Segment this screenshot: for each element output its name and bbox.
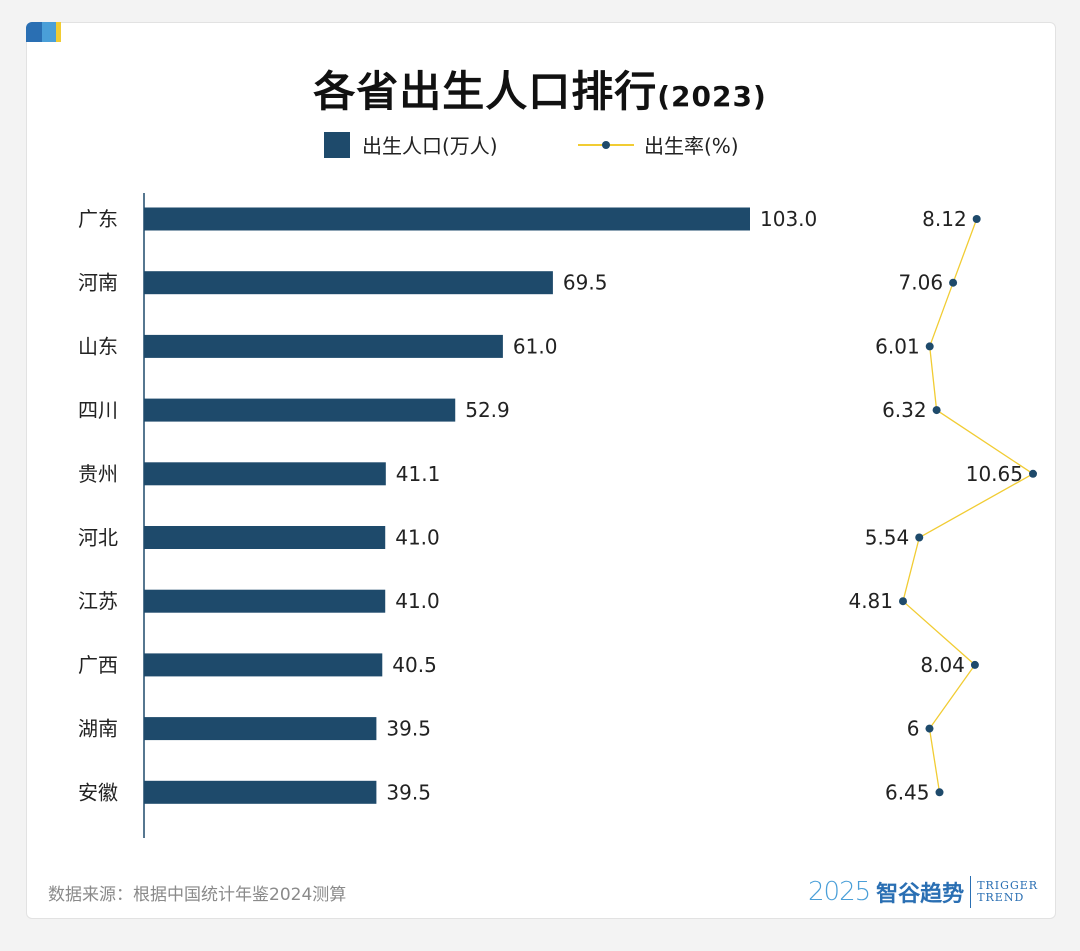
bar-value-label: 61.0 bbox=[513, 334, 558, 358]
bar bbox=[144, 334, 503, 358]
category-label: 四川 bbox=[78, 398, 118, 422]
chart-title: 各省出生人口排行(2023) bbox=[0, 58, 1080, 119]
brand-en-line1: TRIGGER bbox=[977, 879, 1039, 892]
brand-name: 智谷趋势 bbox=[876, 876, 972, 908]
legend-line-swatch-icon bbox=[578, 140, 634, 149]
category-label: 江苏 bbox=[78, 589, 118, 613]
bar-value-label: 39.5 bbox=[386, 780, 431, 804]
bar bbox=[144, 526, 386, 549]
bar-value-label: 41.0 bbox=[395, 526, 440, 550]
category-label: 河北 bbox=[78, 526, 118, 550]
legend-bar-label: 出生人口(万人) bbox=[362, 134, 498, 158]
brand-en-line2: TREND bbox=[977, 891, 1025, 904]
rate-value-label: 4.81 bbox=[848, 589, 893, 613]
rate-point bbox=[970, 660, 979, 669]
rate-value-label: 5.54 bbox=[865, 526, 910, 550]
rate-point bbox=[1029, 469, 1037, 478]
legend-bar-swatch-icon bbox=[324, 131, 350, 158]
bar-value-label: 41.1 bbox=[396, 462, 441, 486]
brand-en: TRIGGER TREND bbox=[977, 880, 1038, 904]
rate-value-label: 6.45 bbox=[885, 780, 930, 804]
bar-value-label: 41.0 bbox=[395, 589, 440, 613]
chart-title-year: (2023) bbox=[657, 80, 767, 113]
rate-point bbox=[949, 278, 958, 287]
rate-point bbox=[972, 215, 981, 223]
rate-line bbox=[902, 218, 1035, 793]
bar bbox=[144, 207, 750, 231]
rate-value-label: 7.06 bbox=[899, 271, 944, 295]
bar-value-label: 52.9 bbox=[465, 398, 510, 422]
rate-point bbox=[932, 406, 941, 415]
bar-value-label: 40.5 bbox=[392, 653, 437, 677]
bar-value-label: 103.0 bbox=[760, 207, 817, 231]
bar bbox=[144, 653, 383, 677]
rate-value-label: 6.01 bbox=[875, 334, 920, 358]
rate-point bbox=[915, 533, 924, 542]
rate-value-label: 10.65 bbox=[966, 462, 1023, 486]
bar bbox=[144, 271, 553, 295]
bar bbox=[144, 462, 386, 486]
bar bbox=[144, 717, 377, 741]
rate-value-label: 6 bbox=[907, 717, 920, 741]
brand-logo: 2025 智谷趋势 TRIGGER TREND bbox=[808, 876, 1038, 908]
category-label: 河南 bbox=[78, 271, 118, 295]
bar bbox=[144, 780, 377, 804]
category-label: 贵州 bbox=[78, 462, 118, 486]
category-label: 湖南 bbox=[78, 717, 118, 741]
chart-title-text: 各省出生人口排行 bbox=[313, 67, 658, 116]
bar bbox=[144, 589, 386, 613]
legend-line-label: 出生率(%) bbox=[644, 134, 739, 158]
rate-value-label: 6.32 bbox=[882, 398, 927, 422]
bar bbox=[144, 398, 456, 422]
category-label: 广东 bbox=[78, 207, 118, 231]
rate-point bbox=[925, 724, 934, 733]
corner-mark-icon bbox=[26, 22, 62, 42]
rate-point bbox=[925, 342, 934, 351]
legend-line-entry: 出生率(%) bbox=[578, 130, 739, 159]
source-note: 数据来源：根据中国统计年鉴2024测算 bbox=[48, 885, 347, 905]
rate-point bbox=[935, 788, 944, 797]
rate-value-label: 8.12 bbox=[922, 207, 967, 231]
category-label: 安徽 bbox=[78, 780, 118, 804]
bar-value-label: 69.5 bbox=[563, 271, 608, 295]
rate-point bbox=[899, 597, 907, 606]
legend-bar-entry: 出生人口(万人) bbox=[324, 130, 498, 159]
category-label: 广西 bbox=[78, 653, 118, 677]
category-label: 山东 bbox=[78, 334, 118, 358]
bar-value-label: 39.5 bbox=[386, 717, 431, 741]
brand-year: 2025 bbox=[808, 877, 871, 907]
rate-value-label: 8.04 bbox=[920, 653, 965, 677]
